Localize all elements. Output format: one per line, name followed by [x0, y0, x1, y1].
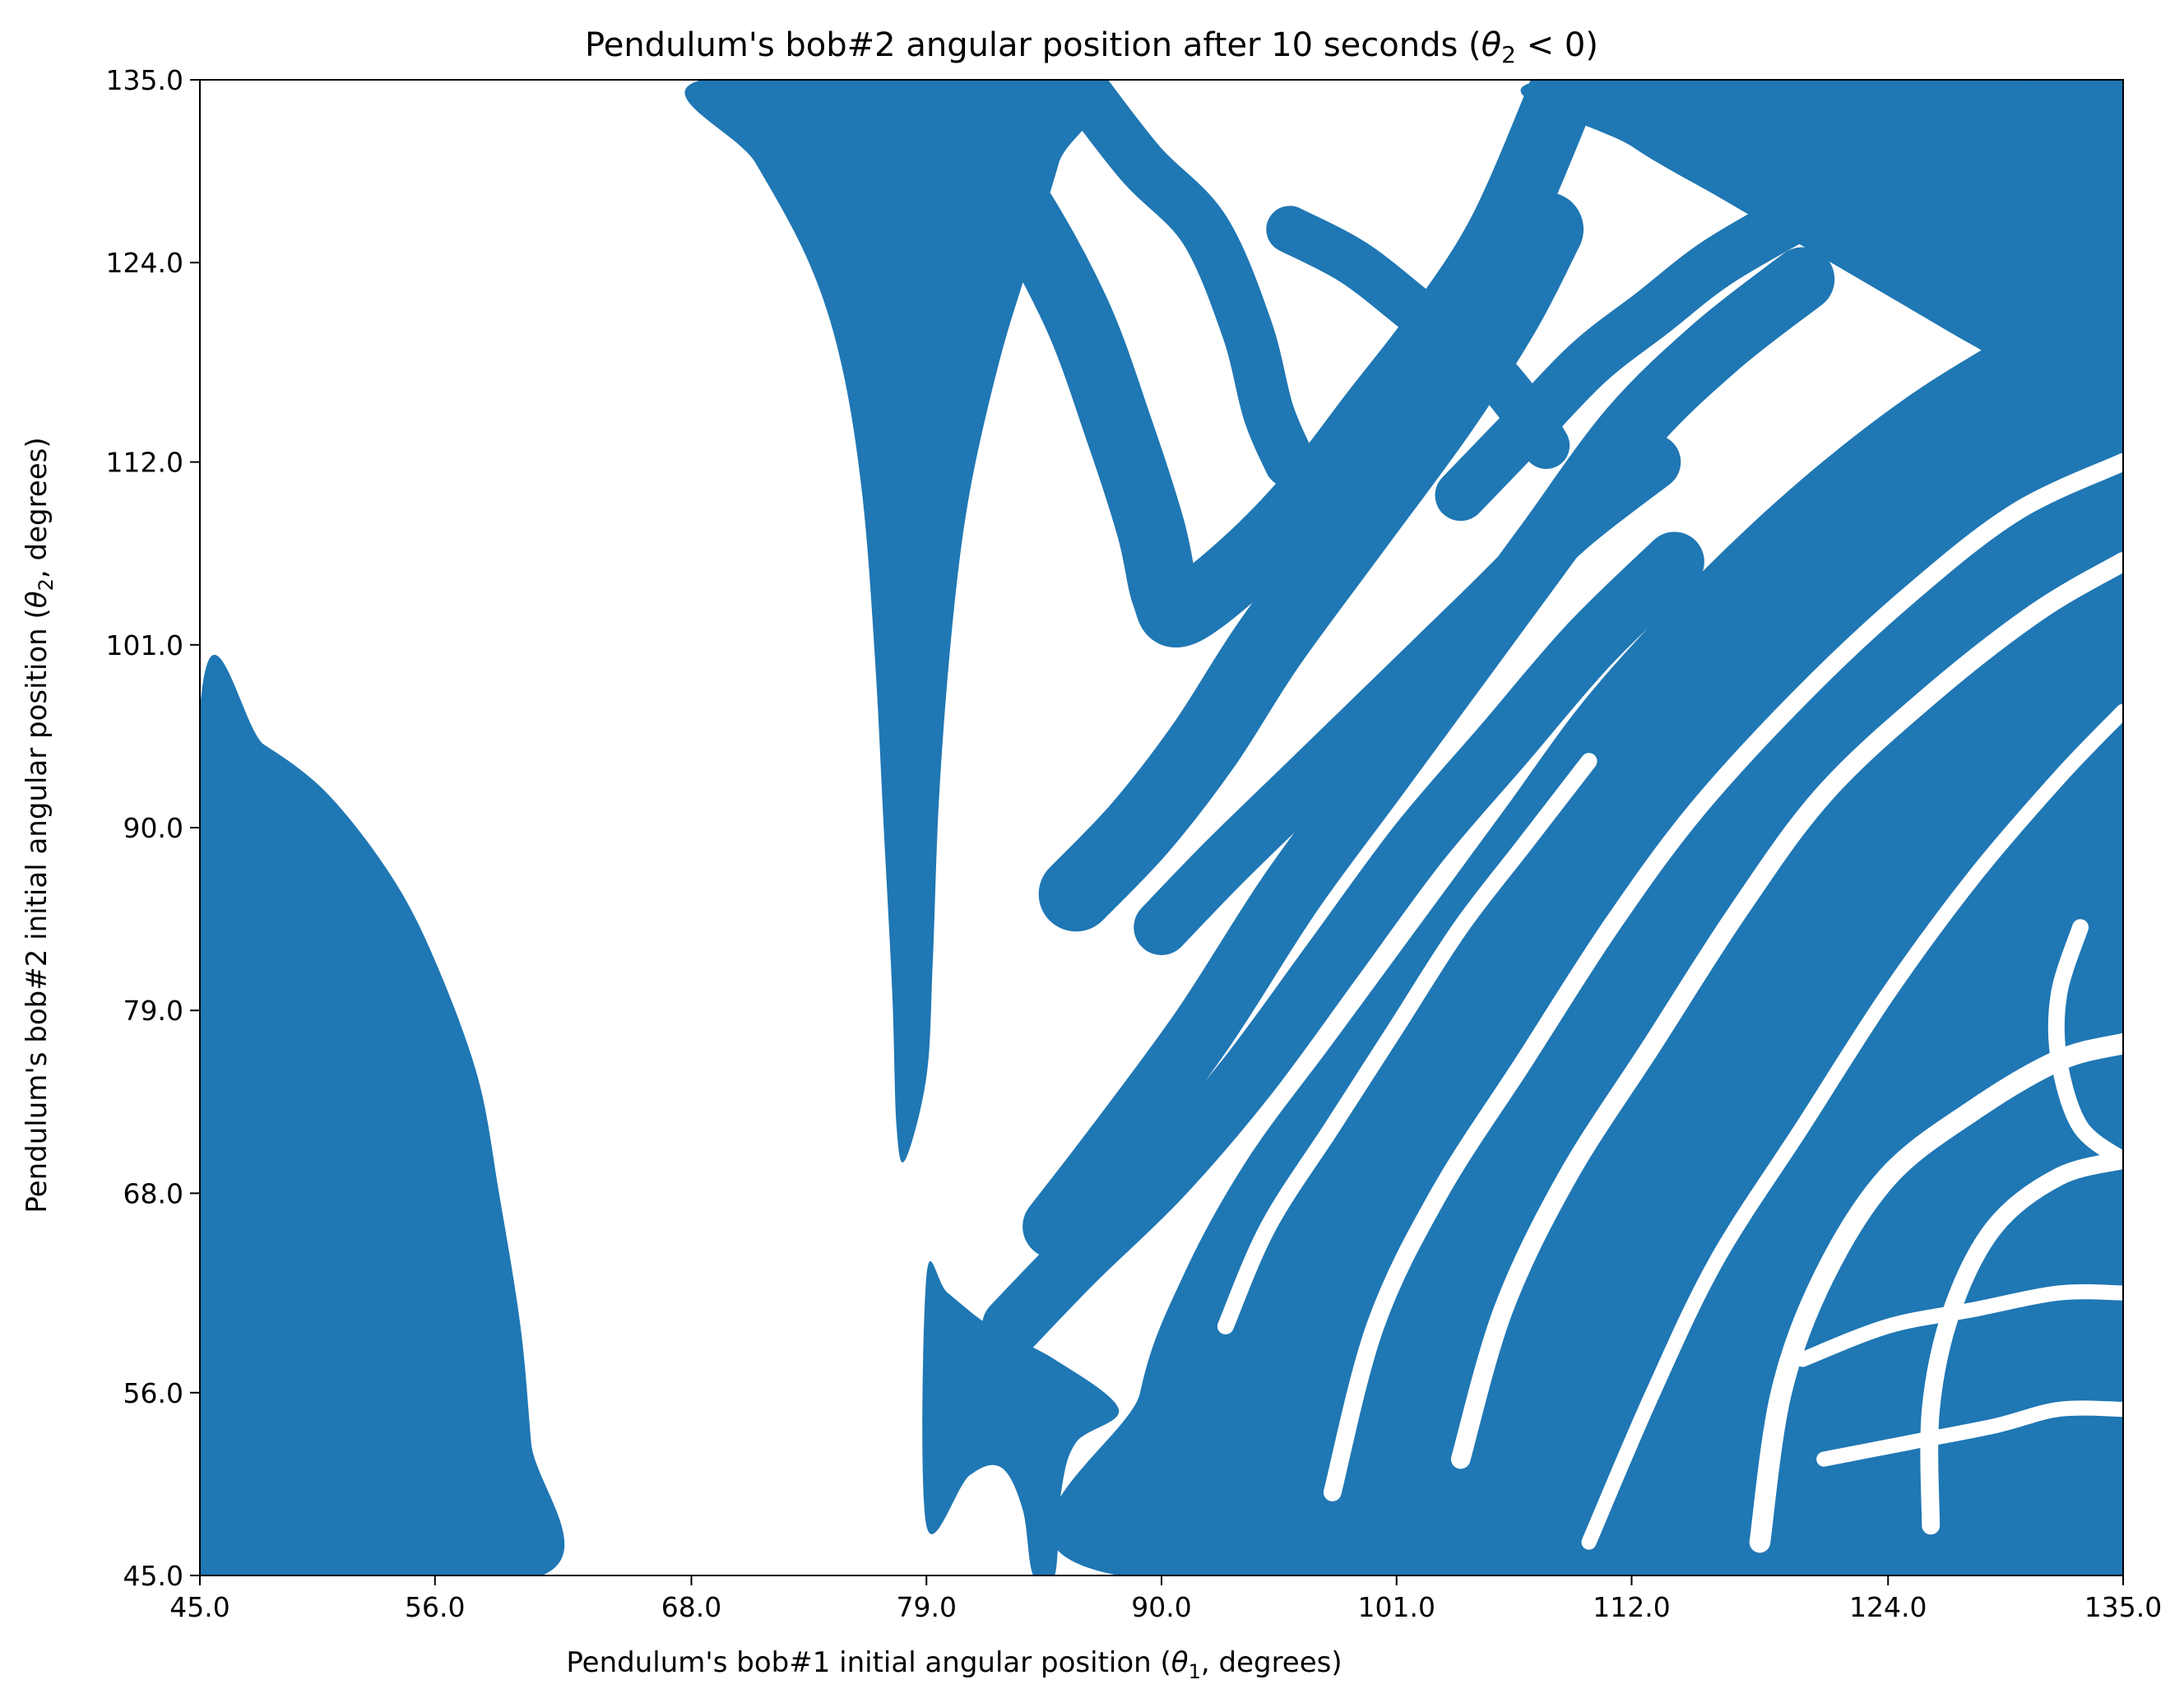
y-tick-label: 68.0: [123, 1177, 183, 1209]
band-filament-d: [1022, 247, 1835, 1259]
region-upper-right: [1520, 80, 2123, 416]
y-tick-label: 112.0: [106, 447, 183, 479]
gap-gap-c: [1581, 703, 2123, 1550]
y-tick-label: 101.0: [106, 629, 183, 661]
region-lower-tongue: [922, 1261, 1120, 1575]
band-filament-b: [1050, 80, 1316, 488]
y-tick-label: 45.0: [123, 1560, 183, 1592]
x-tick-label: 68.0: [661, 1591, 721, 1623]
x-tick-label: 112.0: [1593, 1591, 1670, 1623]
x-tick-label: 90.0: [1131, 1591, 1191, 1623]
y-tick-label: 56.0: [123, 1377, 183, 1409]
x-tick-label: 56.0: [405, 1591, 465, 1623]
x-tick-label: 79.0: [897, 1591, 957, 1623]
x-tick-label: 101.0: [1358, 1591, 1435, 1623]
band-filament-j: [1738, 124, 2102, 318]
y-tick-label: 79.0: [123, 995, 183, 1027]
y-tick-label: 124.0: [106, 247, 183, 279]
chart-title: Pendulum's bob#2 angular position after …: [585, 26, 1598, 68]
y-axis-label: Pendulum's bob#2 initial angular positio…: [21, 437, 58, 1213]
x-axis-label: Pendulum's bob#1 initial angular positio…: [566, 1646, 1342, 1683]
gap-gap-a: [1323, 452, 2123, 1501]
gap-gap-i: [2047, 919, 2123, 1168]
x-axis: 45.0 56.0 68.0 79.0 90.0 101.0 112.0 124.0 135.0: [169, 1575, 2162, 1623]
band-filament-c: [1038, 192, 1584, 932]
y-tick-label: 90.0: [123, 812, 183, 844]
band-filament-a: [892, 80, 1602, 647]
band-filament-h: [1266, 206, 1570, 469]
band-filament-f: [1134, 434, 1681, 955]
gap-gap-g: [1795, 1283, 2123, 1367]
region-central-tongue: [684, 80, 1106, 1162]
x-tick-label: 124.0: [1849, 1591, 1927, 1623]
gap-gap-d: [1749, 1032, 2123, 1553]
pattern-marks: [200, 80, 2123, 1575]
gap-gap-b: [1450, 552, 2123, 1469]
plot-area: [199, 79, 2124, 1576]
x-tick-label: 45.0: [169, 1591, 230, 1623]
gap-gap-h: [1816, 1400, 2123, 1467]
gap-gap-e: [1920, 1151, 2123, 1535]
region-lower-left-lobe: [200, 654, 565, 1575]
y-axis: 45.0 56.0 68.0 79.0 90.0 101.0 112.0 124.0 135.0: [106, 64, 200, 1592]
band-filament-e: [981, 531, 1704, 1357]
x-tick-label: 135.0: [2084, 1591, 2162, 1623]
gap-gap-f: [1217, 753, 1597, 1334]
y-tick-label: 135.0: [106, 64, 183, 96]
